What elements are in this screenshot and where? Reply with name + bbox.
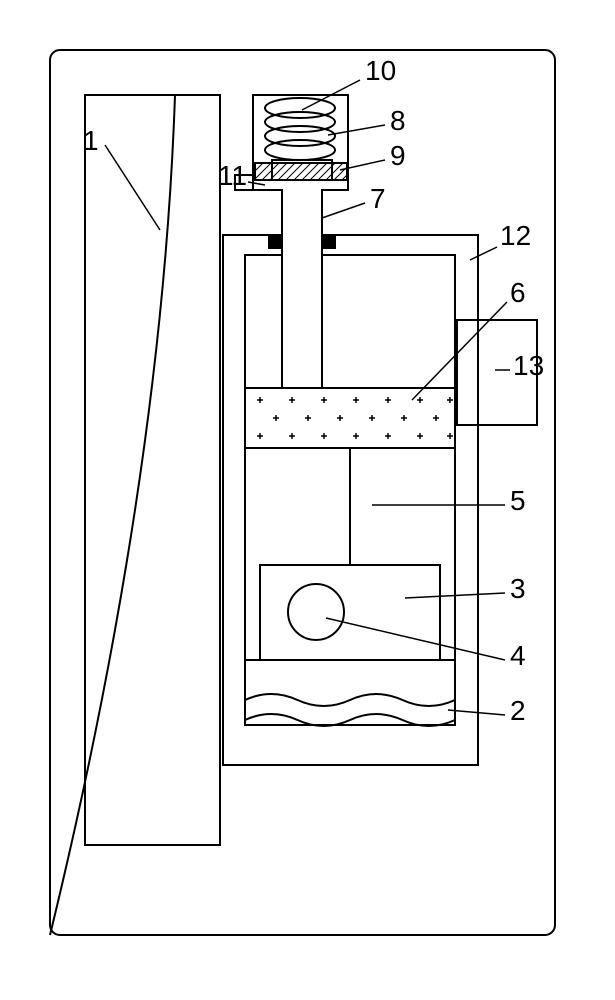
- diagram-canvas: 1 10 8 9 11 7 12 6 13 5 3 4 2: [0, 0, 615, 1000]
- left-curve: [50, 95, 175, 935]
- label-8: 8: [390, 105, 406, 136]
- motor-circle: [288, 584, 344, 640]
- label-3: 3: [510, 573, 526, 604]
- hatch-9: [238, 163, 375, 180]
- dots-pattern: [257, 397, 453, 439]
- leader-12: [470, 247, 497, 260]
- motor-box: [260, 565, 440, 660]
- label-5: 5: [510, 485, 526, 516]
- notch-cover-top: [283, 187, 321, 193]
- spring-coil-3: [265, 140, 335, 160]
- leader-11: [248, 182, 265, 185]
- label-10: 10: [365, 55, 396, 86]
- notch-cover-outer: [283, 233, 321, 239]
- left-block: [85, 95, 220, 845]
- leader-7: [322, 203, 365, 218]
- leader-1: [105, 145, 160, 230]
- wave-line-0: [245, 694, 455, 706]
- label-6: 6: [510, 277, 526, 308]
- leader-8: [328, 125, 385, 135]
- leader-2: [448, 710, 505, 715]
- label-12: 12: [500, 220, 531, 251]
- seal-left: [268, 235, 282, 249]
- seal-right: [322, 235, 336, 249]
- label-7: 7: [370, 183, 386, 214]
- label-11: 11: [218, 160, 247, 191]
- label-2: 2: [510, 695, 526, 726]
- label-9: 9: [390, 140, 406, 171]
- label-1: 1: [83, 125, 99, 156]
- label-4: 4: [510, 640, 526, 671]
- label-13: 13: [513, 350, 544, 381]
- leader-6: [412, 302, 507, 400]
- notch-cover-inner: [283, 253, 321, 259]
- outer-frame: [50, 50, 555, 935]
